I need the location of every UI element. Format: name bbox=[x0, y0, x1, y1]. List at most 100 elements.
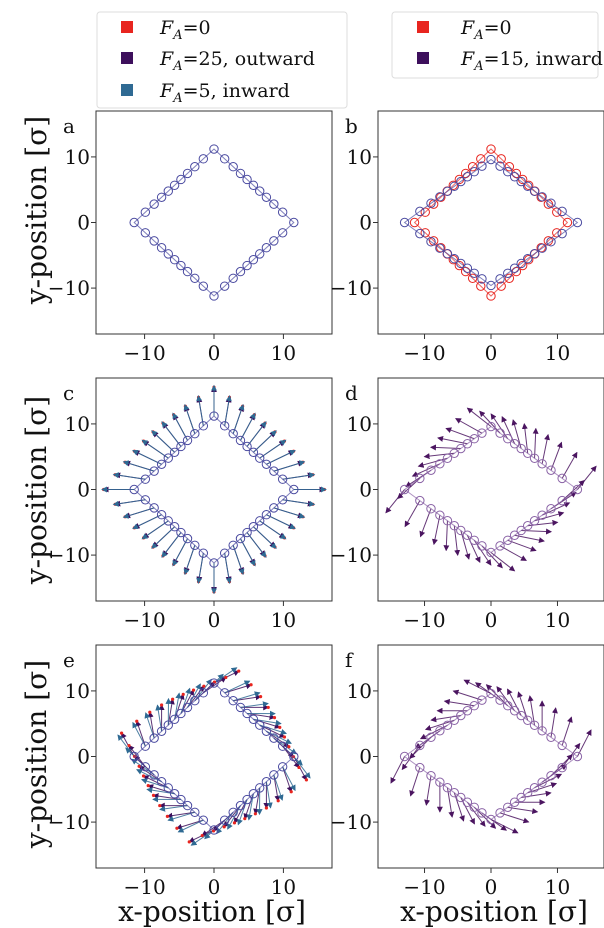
x-tick-label: 0 bbox=[208, 608, 221, 632]
ring-outline bbox=[133, 148, 295, 297]
vector-tip bbox=[276, 799, 280, 803]
force-vector bbox=[501, 415, 516, 444]
panel-label: a bbox=[63, 114, 75, 138]
data-point bbox=[476, 154, 486, 164]
force-vector bbox=[514, 534, 545, 544]
y-tick-label: 10 bbox=[347, 145, 372, 169]
data-point bbox=[149, 503, 159, 513]
y-tick-label: 0 bbox=[77, 478, 90, 502]
data-point bbox=[399, 751, 410, 762]
data-point bbox=[140, 228, 151, 238]
data-point bbox=[228, 540, 238, 551]
data-point bbox=[140, 762, 151, 772]
data-point bbox=[449, 448, 459, 458]
force-vector bbox=[446, 787, 455, 818]
data-point bbox=[486, 154, 496, 165]
data-point bbox=[255, 783, 265, 793]
data-point bbox=[198, 154, 209, 164]
data-point bbox=[209, 411, 219, 421]
force-vector bbox=[561, 451, 578, 479]
legend-left-entry-3: FA=5, inward bbox=[159, 80, 290, 106]
data-point bbox=[503, 701, 513, 711]
data-point bbox=[477, 695, 487, 705]
data-point bbox=[448, 255, 458, 265]
data-point bbox=[456, 792, 466, 803]
vector-tip bbox=[165, 814, 169, 818]
data-point bbox=[140, 207, 151, 217]
data-point bbox=[163, 186, 173, 196]
force-vector bbox=[521, 422, 529, 454]
data-point bbox=[219, 688, 230, 698]
data-point bbox=[228, 161, 238, 172]
data-point bbox=[435, 192, 445, 202]
vector-tip bbox=[175, 826, 179, 830]
force-vector bbox=[385, 489, 405, 514]
data-point bbox=[163, 516, 173, 526]
data-point bbox=[219, 281, 230, 291]
data-point bbox=[261, 510, 272, 520]
legend-left: FA=0 FA=25, outward FA=5, inward bbox=[96, 11, 348, 109]
data-point bbox=[242, 441, 252, 452]
force-vector bbox=[453, 525, 461, 557]
data-point bbox=[190, 428, 200, 439]
force-vector bbox=[499, 812, 530, 824]
data-point bbox=[261, 777, 272, 787]
data-point bbox=[557, 762, 567, 773]
data-point bbox=[442, 783, 453, 793]
vector-tip bbox=[151, 793, 156, 798]
panel-label: b bbox=[345, 114, 358, 138]
data-point bbox=[399, 217, 410, 228]
data-point bbox=[449, 254, 459, 264]
vector-tip bbox=[119, 731, 124, 735]
data-point bbox=[426, 771, 436, 781]
force-vector bbox=[460, 530, 471, 560]
vector-tip bbox=[181, 692, 185, 696]
force-vector bbox=[112, 499, 146, 507]
data-point bbox=[442, 186, 453, 196]
data-point bbox=[129, 484, 139, 495]
plot-frame bbox=[95, 110, 333, 335]
data-point bbox=[477, 808, 487, 818]
data-point bbox=[163, 783, 173, 793]
force-vector bbox=[532, 427, 539, 459]
x-tick-label: −10 bbox=[403, 608, 445, 632]
force-vector bbox=[409, 767, 421, 797]
data-point bbox=[149, 733, 159, 743]
data-point bbox=[546, 465, 556, 475]
data-point bbox=[523, 181, 533, 191]
vector-tip bbox=[158, 803, 162, 808]
data-point bbox=[248, 180, 259, 190]
vector-tip bbox=[259, 695, 263, 699]
force-vector bbox=[259, 439, 287, 459]
force-vector bbox=[561, 716, 573, 746]
force-vector bbox=[282, 499, 316, 507]
data-point bbox=[235, 266, 246, 277]
vector-tip bbox=[137, 764, 141, 768]
force-vector bbox=[419, 508, 432, 538]
y-axis-title: y-position [σ] bbox=[20, 396, 53, 585]
data-point bbox=[415, 495, 425, 506]
data-point bbox=[557, 740, 567, 751]
vector-tip bbox=[160, 703, 164, 707]
force-vector bbox=[473, 540, 492, 566]
data-point bbox=[277, 495, 288, 505]
data-point bbox=[242, 174, 252, 185]
force-vector bbox=[141, 520, 169, 540]
data-point bbox=[469, 802, 479, 812]
y-tick-label: 0 bbox=[77, 211, 90, 235]
data-point bbox=[182, 435, 193, 446]
data-point bbox=[546, 732, 556, 742]
data-point bbox=[409, 217, 420, 228]
data-point bbox=[495, 161, 505, 171]
data-point bbox=[129, 751, 139, 762]
data-point bbox=[476, 281, 486, 291]
x-tick-label: −10 bbox=[123, 875, 165, 899]
data-point bbox=[456, 258, 466, 269]
vector-tip bbox=[141, 774, 146, 778]
data-point bbox=[235, 435, 246, 446]
data-point bbox=[140, 474, 151, 484]
vector-tip bbox=[282, 735, 287, 739]
y-tick-label: 10 bbox=[347, 412, 372, 436]
vector-tip bbox=[224, 675, 228, 680]
vector-tip bbox=[287, 745, 291, 749]
